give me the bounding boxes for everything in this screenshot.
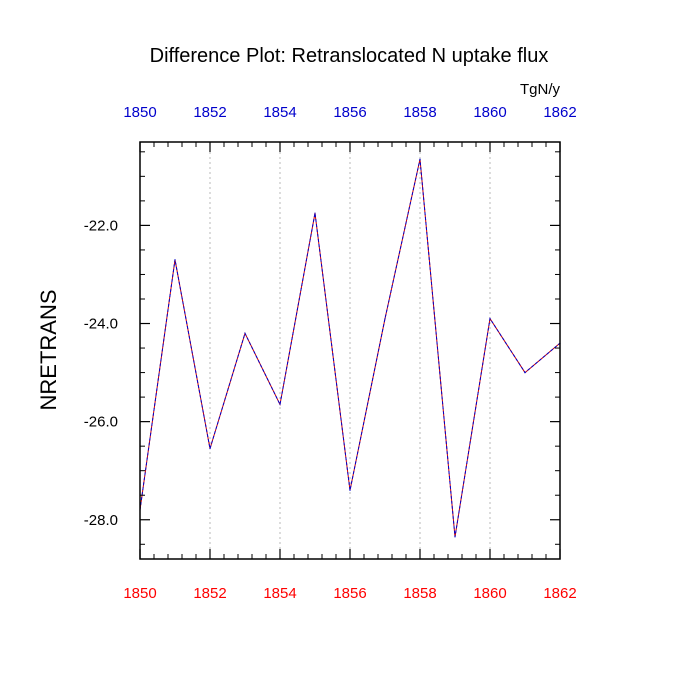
data-point-1851 [174,259,176,261]
x-tick-label-bottom-1862: 1862 [543,585,576,602]
data-point-1855 [314,212,316,214]
data-point-1861 [524,371,526,374]
plot-frame [139,141,561,560]
tick-labels-layer: 1850 1850 1852 1852 1854 1854 1856 1856 1858 1858… [84,104,577,602]
x-tick-label-top-1854: 1854 [263,104,296,121]
x-tick-label-top-1852: 1852 [193,104,226,121]
data-point-1857 [384,318,386,320]
data-point-1854 [279,403,281,406]
x-tick-label-bottom-1852: 1852 [193,585,226,602]
x-tick-label-bottom-1856: 1856 [333,585,366,602]
units-label: TgN/y [520,81,561,98]
x-tick-label-bottom-1858: 1858 [403,585,436,602]
data-point-1853 [244,332,246,334]
data-point-1860 [489,318,491,320]
chart-title: Difference Plot: Retranslocated N uptake… [150,45,549,67]
data-point-1858 [419,158,421,160]
x-tick-label-top-1860: 1860 [473,104,506,121]
y-tick-label--26: -26.0 [84,414,118,431]
x-tick-label-top-1858: 1858 [403,104,436,121]
data-point-1859 [454,536,456,538]
x-tick-label-top-1850: 1850 [123,104,156,121]
x-tick-label-top-1862: 1862 [543,104,576,121]
y-tick-label--22: -22.0 [84,217,118,234]
y-tick-label--24: -24.0 [84,316,118,333]
axes-layer [139,141,561,560]
x-tick-label-top-1856: 1856 [333,104,366,121]
grid-layer [209,142,491,559]
data-point-1852 [209,448,211,450]
y-tick-label--28: -28.0 [84,512,118,529]
y-axis-label: NRETRANS [36,289,61,410]
x-tick-label-bottom-1854: 1854 [263,585,296,602]
x-tick-label-bottom-1860: 1860 [473,585,506,602]
x-tick-label-bottom-1850: 1850 [123,585,156,602]
data-point-1856 [349,489,351,491]
